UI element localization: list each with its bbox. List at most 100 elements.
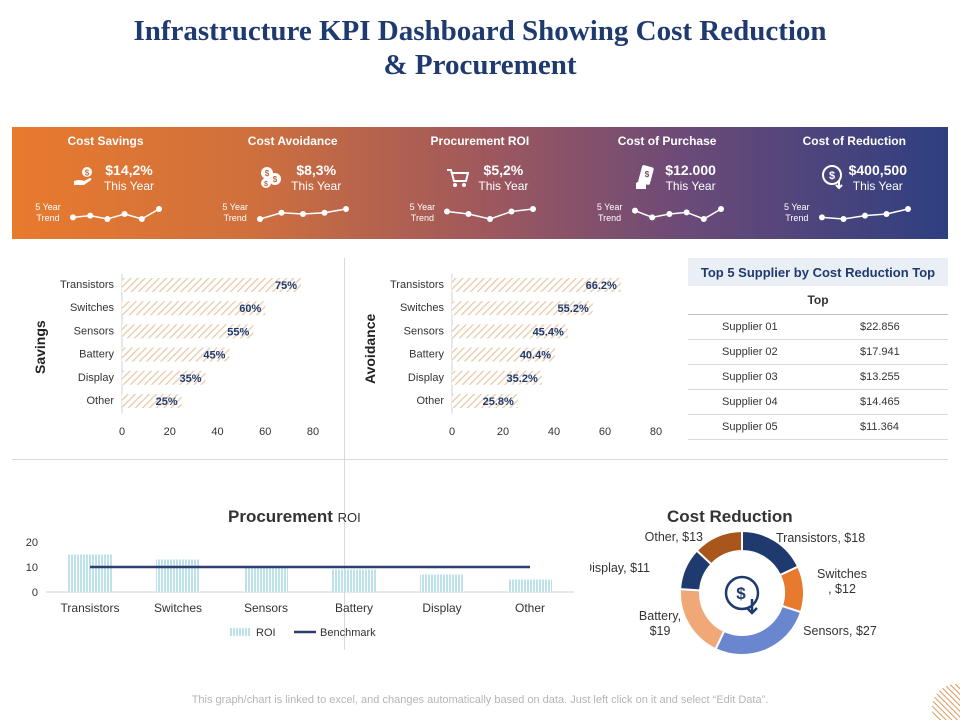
- table-row: Supplier 02 $17.941: [688, 339, 948, 365]
- donut-slice-battery: [679, 588, 726, 651]
- supplier-table-subheader: Top: [688, 286, 948, 315]
- data-label: 45%: [203, 350, 225, 362]
- bar: [122, 394, 182, 408]
- table-row: Supplier 01 $22.856: [688, 314, 948, 340]
- bar: [452, 370, 542, 385]
- trend-point: [861, 212, 868, 219]
- trend-point: [883, 211, 890, 217]
- kpi-band: Cost Savings $ $14,2% This Year 5 Year Trend…: [12, 127, 948, 239]
- category-label: Sensors: [404, 325, 445, 337]
- x-tick-label: 0: [449, 426, 455, 438]
- trend-point: [104, 216, 111, 222]
- bar: [452, 394, 518, 408]
- trend-point: [508, 208, 515, 215]
- trend-point: [300, 211, 307, 217]
- data-label: 66.2%: [586, 280, 617, 292]
- trend-point: [257, 216, 264, 222]
- cost-reduction-donut-chart: Transistors, $18 Switches, $12 Sensors, $2…: [590, 529, 877, 656]
- legend-label: Benchmark: [320, 627, 376, 639]
- y-tick-label: 10: [26, 562, 38, 574]
- trend-label: 5 Year Trend: [409, 202, 436, 223]
- data-label: 75%: [275, 280, 297, 292]
- section-divider-vertical: [344, 258, 345, 650]
- kpi-subtitle: This Year: [103, 179, 155, 193]
- trend-sparkline: [257, 206, 350, 222]
- trend-label: 5 Year Trend: [784, 202, 810, 223]
- trend-sparkline: [70, 206, 162, 222]
- legend-label: ROI: [256, 627, 276, 639]
- section-divider-horizontal: [12, 459, 948, 460]
- kpi-subtitle: This Year: [478, 179, 529, 193]
- category-label: Battery: [335, 601, 373, 615]
- data-label: 35%: [180, 373, 202, 385]
- kpi-value: $12.000: [665, 162, 716, 178]
- donut-slice-other: [695, 529, 743, 566]
- trend-point: [278, 209, 285, 216]
- x-tick-label: 20: [497, 426, 509, 438]
- slice-label: Battery, $19: [639, 609, 681, 638]
- trend-point: [156, 206, 162, 212]
- trend-point: [904, 206, 911, 212]
- bar: [452, 324, 568, 339]
- kpi-title: Cost of Reduction: [802, 134, 906, 148]
- trend-point: [321, 209, 328, 216]
- x-tick-label: 0: [119, 426, 125, 438]
- slice-label: Transistors, $18: [776, 531, 865, 545]
- svg-text:$: $: [736, 584, 746, 603]
- data-label: 60%: [239, 303, 261, 315]
- trend-point: [648, 214, 655, 221]
- kpi-value: $400,500: [848, 162, 907, 178]
- bar: [452, 278, 621, 292]
- kpi-card: Procurement ROI $5,2% This Year 5 Year Tren…: [386, 127, 573, 239]
- svg-text:$: $: [273, 175, 278, 184]
- trend-label: 5 Year Trend: [35, 202, 61, 223]
- roi-bar: [244, 567, 288, 592]
- trend-point: [343, 206, 350, 212]
- slice-label: Display, $11: [590, 561, 650, 575]
- kpi-value: $5,2%: [483, 162, 524, 178]
- avoidance-axis-label: Avoidance: [362, 313, 378, 384]
- kpi-subtitle: This Year: [665, 179, 716, 193]
- svg-text:$: $: [265, 169, 270, 178]
- savings-axis-label: Savings: [32, 320, 48, 374]
- kpi-subtitle: This Year: [291, 179, 342, 193]
- trend-point: [465, 211, 472, 217]
- donut-slice-sensors: [714, 604, 803, 656]
- roi-bar: [156, 559, 200, 592]
- category-label: Transistors: [61, 601, 120, 615]
- footnote: This graph/chart is linked to excel, and…: [191, 694, 769, 706]
- kpi-title: Cost of Purchase: [617, 134, 717, 148]
- slice-label: Other, $13: [645, 530, 703, 544]
- cart-icon: [447, 169, 470, 187]
- data-label: 25.8%: [483, 396, 514, 408]
- category-label: Other: [515, 601, 545, 615]
- hand-money-icon: $: [74, 167, 92, 185]
- svg-text:$: $: [829, 170, 835, 182]
- x-tick-label: 80: [650, 426, 662, 438]
- data-label: 55.2%: [558, 303, 589, 315]
- category-label: Display: [408, 372, 445, 384]
- trend-point: [530, 206, 537, 212]
- bar: [122, 347, 230, 362]
- category-label: Battery: [79, 349, 114, 361]
- trend-sparkline: [818, 206, 911, 222]
- table-row: Supplier 05 $11.364: [688, 414, 948, 440]
- trend-point: [138, 216, 145, 222]
- trend-point: [87, 212, 94, 219]
- trend-sparkline: [444, 206, 537, 222]
- y-tick-label: 0: [32, 587, 38, 599]
- category-label: Switches: [154, 601, 202, 615]
- category-label: Sensors: [74, 325, 115, 337]
- x-tick-label: 20: [164, 426, 176, 438]
- x-tick-label: 40: [211, 426, 223, 438]
- trend-point: [683, 209, 690, 216]
- svg-text:$: $: [264, 181, 268, 188]
- procurement-roi-chart: 0 10 20 Transistors Switches Sensors Battery Di…: [26, 537, 574, 639]
- category-label: Switches: [400, 302, 445, 314]
- table-row: Supplier 03 $13.255: [688, 364, 948, 390]
- dollar-down-icon: $: [821, 165, 843, 190]
- kpi-card: Cost Avoidance $ $ $ $8,3% This Year 5 Year Tr…: [199, 127, 386, 239]
- svg-text:$: $: [85, 169, 90, 178]
- y-tick-label: 20: [26, 537, 38, 549]
- dollar-down-icon: $: [724, 575, 760, 615]
